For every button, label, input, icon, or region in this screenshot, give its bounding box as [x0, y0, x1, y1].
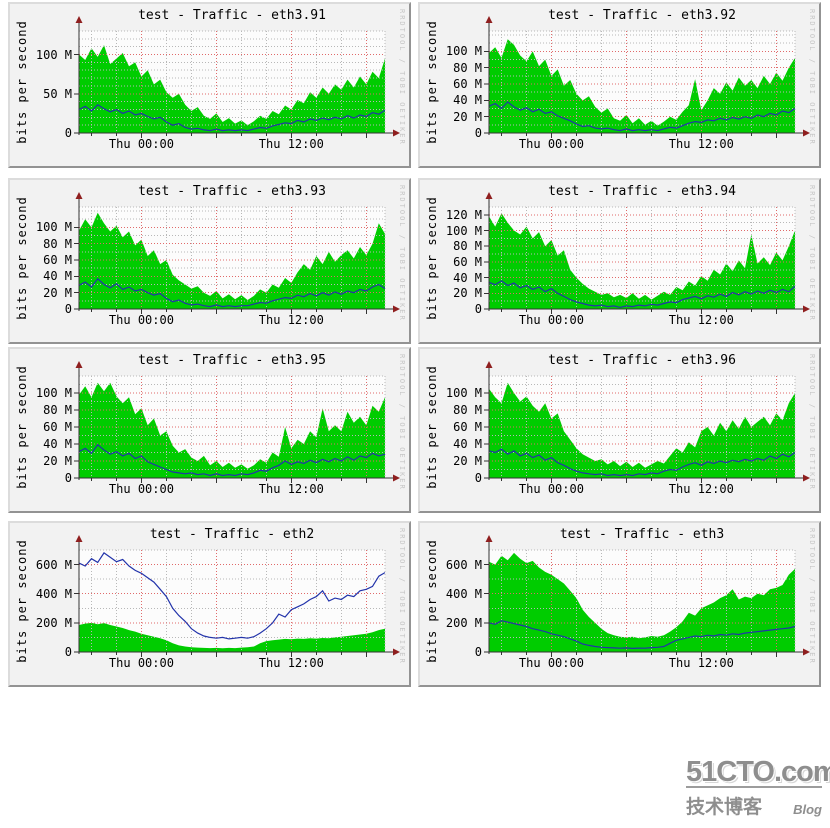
- logo-title: 51CTO.com: [686, 756, 830, 788]
- traffic-graph-panel: test - Traffic - eth3.96 bits per second…: [418, 347, 821, 513]
- graph-title: test - Traffic - eth3.96: [548, 353, 736, 368]
- traffic-graph-panel: test - Traffic - eth3.94 bits per second…: [418, 178, 821, 344]
- y-tick-label: 400 M: [35, 586, 72, 601]
- y-tick-label: 40 M: [43, 437, 72, 451]
- traffic-chart: [74, 361, 400, 483]
- rrdtool-watermark: RRDTOOL / TOBI OETIKER: [398, 9, 406, 146]
- rrdtool-watermark: RRDTOOL / TOBI OETIKER: [398, 185, 406, 322]
- y-tick-label: 100 M: [445, 44, 482, 59]
- traffic-chart: [484, 16, 810, 138]
- y-tick-label: 0: [64, 645, 72, 659]
- graph-title: test - Traffic - eth3.91: [138, 8, 326, 23]
- x-tick-label: Thu 12:00: [258, 482, 324, 496]
- rrdtool-watermark: RRDTOOL / TOBI OETIKER: [398, 354, 406, 491]
- y-tick-label: 80 M: [43, 236, 72, 251]
- y-tick-label: 50 M: [43, 86, 72, 101]
- graph-title: test - Traffic - eth3.93: [138, 184, 326, 199]
- graph-title: test - Traffic - eth3.92: [548, 8, 736, 23]
- traffic-graph-panel: test - Traffic - eth2 bits per second RR…: [8, 521, 411, 687]
- traffic-graph-panel: test - Traffic - eth3.91 bits per second…: [8, 2, 411, 168]
- y-tick-label: 120 M: [445, 207, 482, 222]
- y-tick-label: 20 M: [453, 454, 482, 468]
- y-tick-label: 100 M: [35, 220, 72, 235]
- y-tick-label: 60 M: [453, 420, 482, 434]
- graph-title: test - Traffic - eth3: [559, 527, 725, 542]
- y-tick-label: 40 M: [453, 270, 482, 285]
- y-tick-label: 20 M: [453, 286, 482, 301]
- x-tick-label: Thu 00:00: [518, 313, 584, 327]
- x-tick-label: Thu 12:00: [668, 482, 734, 496]
- x-tick-label: Thu 12:00: [668, 656, 734, 670]
- x-tick-label: Thu 00:00: [108, 137, 174, 151]
- y-tick-label: 20 M: [43, 454, 72, 468]
- traffic-chart: [74, 192, 400, 314]
- x-tick-label: Thu 00:00: [108, 482, 174, 496]
- rrdtool-watermark: RRDTOOL / TOBI OETIKER: [398, 528, 406, 665]
- rrdtool-watermark: RRDTOOL / TOBI OETIKER: [808, 528, 816, 665]
- y-tick-label: 80 M: [453, 239, 482, 254]
- rrdtool-watermark: RRDTOOL / TOBI OETIKER: [808, 185, 816, 322]
- y-tick-label: 400 M: [445, 586, 482, 601]
- y-tick-label: 100 M: [35, 47, 72, 62]
- logo-blog-text: Blog: [793, 802, 822, 817]
- y-tick-label: 60 M: [453, 77, 482, 92]
- y-tick-label: 40 M: [453, 93, 482, 108]
- y-tick-label: 0: [474, 126, 482, 140]
- y-tick-label: 200 M: [35, 615, 72, 630]
- traffic-chart: [484, 535, 810, 657]
- y-tick-label: 20 M: [43, 285, 72, 300]
- rrdtool-watermark: RRDTOOL / TOBI OETIKER: [808, 354, 816, 491]
- y-tick-label: 600 M: [35, 557, 72, 572]
- y-tick-label: 80 M: [43, 403, 72, 417]
- y-tick-label: 60 M: [43, 253, 72, 268]
- y-tick-label: 0: [474, 471, 482, 485]
- y-tick-label: 0: [474, 302, 482, 316]
- y-tick-label: 0: [64, 471, 72, 485]
- graph-title: test - Traffic - eth3.94: [548, 184, 736, 199]
- traffic-chart: [484, 192, 810, 314]
- y-tick-label: 60 M: [43, 420, 72, 434]
- logo-divider: [686, 786, 822, 789]
- x-tick-label: Thu 12:00: [258, 313, 324, 327]
- x-tick-label: Thu 12:00: [668, 137, 734, 151]
- traffic-graph-panel: test - Traffic - eth3.92 bits per second…: [418, 2, 821, 168]
- y-tick-label: 60 M: [453, 254, 482, 269]
- y-tick-label: 600 M: [445, 557, 482, 572]
- y-tick-label: 20 M: [453, 109, 482, 124]
- 51cto-logo: 51CTO.com 技术博客 Blog: [686, 756, 830, 819]
- traffic-graph-panel: test - Traffic - eth3.95 bits per second…: [8, 347, 411, 513]
- x-tick-label: Thu 00:00: [518, 482, 584, 496]
- y-tick-label: 100 M: [35, 386, 72, 400]
- y-tick-label: 80 M: [453, 403, 482, 417]
- y-tick-label: 0: [474, 645, 482, 659]
- graph-title: test - Traffic - eth3.95: [138, 353, 326, 368]
- y-tick-label: 80 M: [453, 60, 482, 75]
- logo-chinese-text: 技术博客: [686, 797, 763, 818]
- x-tick-label: Thu 00:00: [518, 656, 584, 670]
- y-tick-label: 0: [64, 126, 72, 140]
- x-tick-label: Thu 00:00: [108, 656, 174, 670]
- traffic-chart: [484, 361, 810, 483]
- x-tick-label: Thu 12:00: [258, 656, 324, 670]
- y-tick-label: 100 M: [445, 223, 482, 238]
- y-tick-label: 100 M: [445, 386, 482, 400]
- traffic-graph-panel: test - Traffic - eth3 bits per second RR…: [418, 521, 821, 687]
- x-tick-label: Thu 12:00: [668, 313, 734, 327]
- y-tick-label: 40 M: [43, 269, 72, 284]
- traffic-chart: [74, 16, 400, 138]
- y-tick-label: 40 M: [453, 437, 482, 451]
- y-tick-label: 0: [64, 302, 72, 316]
- traffic-graph-panel: test - Traffic - eth3.93 bits per second…: [8, 178, 411, 344]
- x-tick-label: Thu 00:00: [108, 313, 174, 327]
- y-tick-label: 200 M: [445, 615, 482, 630]
- traffic-chart: [74, 535, 400, 657]
- graph-title: test - Traffic - eth2: [149, 527, 315, 542]
- x-tick-label: Thu 00:00: [518, 137, 584, 151]
- x-tick-label: Thu 12:00: [258, 137, 324, 151]
- rrdtool-watermark: RRDTOOL / TOBI OETIKER: [808, 9, 816, 146]
